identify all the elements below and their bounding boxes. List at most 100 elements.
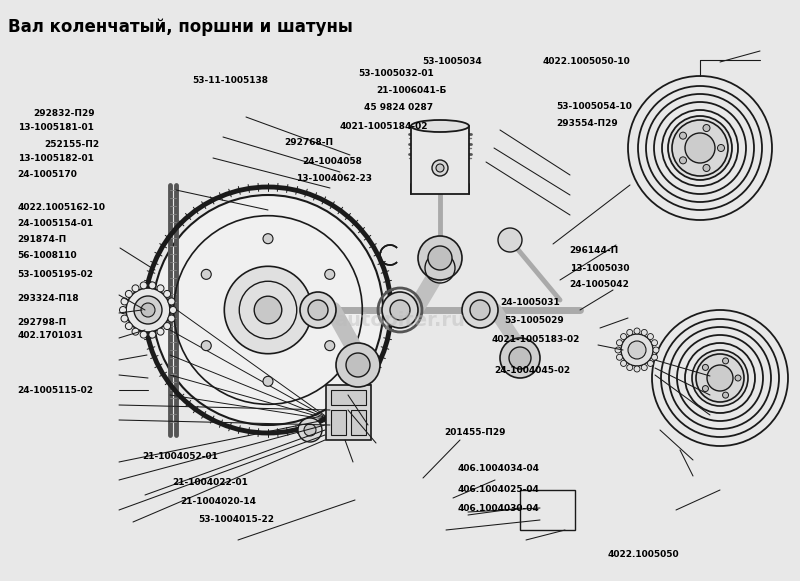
Circle shape [336, 343, 380, 387]
Text: 53-1005029: 53-1005029 [504, 316, 564, 325]
Text: 21-1004020-14: 21-1004020-14 [180, 497, 256, 506]
Text: 4021-1005183-02: 4021-1005183-02 [492, 335, 580, 344]
Circle shape [263, 234, 273, 243]
Text: 406.1004034-04: 406.1004034-04 [458, 464, 539, 473]
Circle shape [126, 288, 170, 332]
Circle shape [685, 133, 715, 163]
Circle shape [308, 300, 328, 320]
Circle shape [735, 375, 741, 381]
Circle shape [718, 145, 725, 152]
Text: 13-1004062-23: 13-1004062-23 [296, 174, 372, 184]
Circle shape [634, 366, 640, 372]
Text: 4022.1005162-10: 4022.1005162-10 [18, 203, 106, 212]
Circle shape [149, 331, 156, 338]
Circle shape [509, 347, 531, 369]
Text: 291874-П: 291874-П [18, 235, 67, 244]
Circle shape [470, 300, 490, 320]
Circle shape [132, 285, 139, 292]
Circle shape [642, 329, 647, 335]
Circle shape [140, 282, 147, 289]
Bar [351, 410, 366, 435]
Circle shape [390, 300, 410, 320]
Circle shape [653, 347, 659, 353]
Text: 24-1005042: 24-1005042 [570, 280, 630, 289]
Bar [411, 126, 469, 193]
Circle shape [626, 364, 633, 371]
Circle shape [722, 392, 729, 398]
Circle shape [164, 290, 170, 297]
Circle shape [703, 124, 710, 131]
Text: 45 9824 0287: 45 9824 0287 [364, 103, 433, 112]
Bar [326, 385, 371, 440]
Circle shape [126, 290, 132, 297]
Text: 292768-П: 292768-П [284, 138, 333, 148]
Circle shape [140, 331, 147, 338]
Text: 24-1005115-02: 24-1005115-02 [18, 386, 94, 395]
Circle shape [651, 354, 658, 360]
Circle shape [170, 307, 177, 314]
Circle shape [304, 424, 316, 436]
Circle shape [325, 340, 334, 351]
Circle shape [498, 228, 522, 252]
Text: autopiter.ru: autopiter.ru [334, 310, 466, 329]
Circle shape [647, 360, 654, 367]
Circle shape [300, 292, 336, 328]
Text: 4022.1005050: 4022.1005050 [608, 550, 680, 560]
Circle shape [617, 354, 622, 360]
Text: 24-1004045-02: 24-1004045-02 [494, 365, 570, 375]
Text: Вал коленчатый, поршни и шатуны: Вал коленчатый, поршни и шатуны [8, 18, 353, 36]
Circle shape [346, 353, 370, 377]
Circle shape [703, 164, 710, 171]
Text: 4021-1005184-02: 4021-1005184-02 [340, 122, 429, 131]
Text: 53-11-1005138: 53-11-1005138 [192, 76, 268, 85]
Text: 13-1005030: 13-1005030 [570, 264, 629, 273]
Circle shape [702, 364, 709, 371]
Circle shape [647, 333, 654, 339]
Circle shape [617, 340, 622, 346]
Circle shape [202, 270, 211, 279]
Circle shape [462, 292, 498, 328]
Circle shape [672, 120, 728, 176]
Circle shape [707, 365, 733, 391]
Text: 4022.1005050-10: 4022.1005050-10 [542, 57, 630, 66]
Text: 21-1004052-01: 21-1004052-01 [142, 451, 218, 461]
Circle shape [621, 360, 626, 367]
Text: 24-1004058: 24-1004058 [302, 157, 362, 166]
Text: 293554-П29: 293554-П29 [556, 119, 618, 128]
Bar [331, 410, 346, 435]
Circle shape [668, 116, 732, 180]
Circle shape [679, 157, 686, 164]
Circle shape [628, 341, 646, 359]
Bar [520, 490, 575, 530]
Circle shape [254, 296, 282, 324]
Text: 24-1005031: 24-1005031 [500, 297, 560, 307]
Text: 402.1701031: 402.1701031 [18, 331, 83, 340]
Text: 292798-П: 292798-П [18, 318, 67, 327]
Circle shape [168, 298, 175, 305]
Circle shape [164, 322, 170, 329]
Text: 252155-П2: 252155-П2 [44, 140, 99, 149]
Circle shape [702, 386, 709, 392]
Circle shape [224, 266, 312, 354]
Circle shape [634, 328, 640, 334]
Circle shape [141, 303, 155, 317]
Circle shape [119, 307, 126, 314]
Text: 53-1005034: 53-1005034 [422, 57, 482, 66]
Circle shape [153, 195, 383, 425]
Circle shape [325, 270, 334, 279]
Circle shape [263, 376, 273, 386]
Circle shape [382, 292, 418, 328]
Text: 24-1005154-01: 24-1005154-01 [18, 218, 94, 228]
Circle shape [692, 350, 748, 406]
Text: 293324-П18: 293324-П18 [18, 294, 79, 303]
Circle shape [149, 282, 156, 289]
Text: 53-1005032-01: 53-1005032-01 [358, 69, 434, 78]
Circle shape [132, 328, 139, 335]
Circle shape [500, 338, 540, 378]
Text: 406.1004030-04: 406.1004030-04 [458, 504, 539, 514]
Text: 21-1006041-Б: 21-1006041-Б [376, 86, 446, 95]
Circle shape [722, 358, 729, 364]
Circle shape [621, 333, 626, 339]
Bar [331, 390, 366, 405]
Text: 13-1005181-01: 13-1005181-01 [18, 123, 94, 132]
